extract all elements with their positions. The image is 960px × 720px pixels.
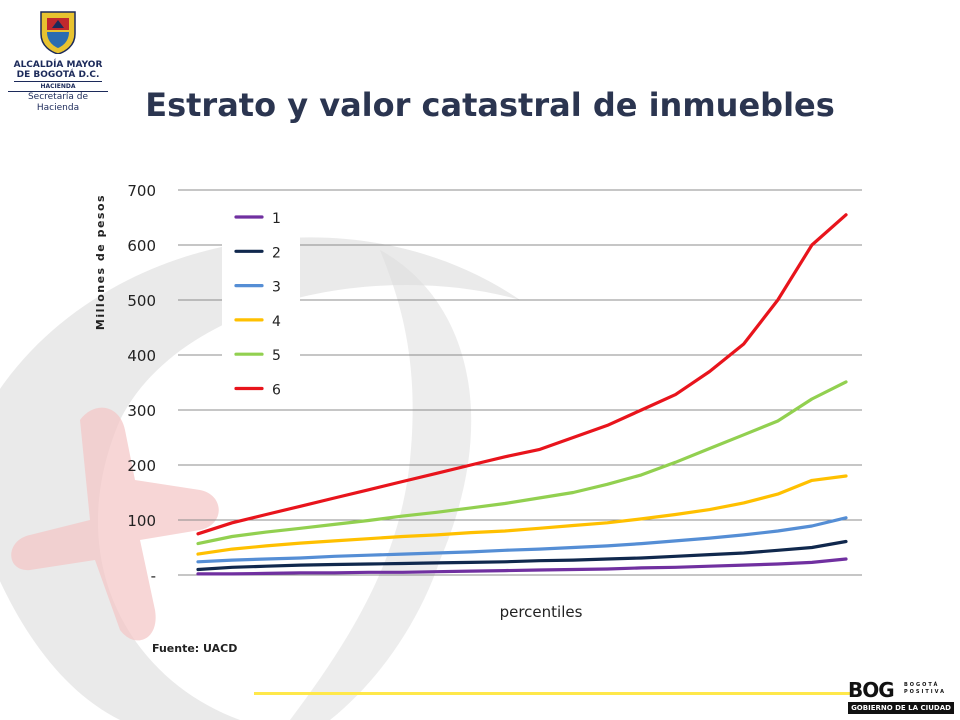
logo-line-2: DE BOGOTÁ D.C. [16, 70, 100, 80]
y-tick-label-300: 300 [127, 402, 156, 420]
legend-label-6: 6 [272, 383, 281, 399]
bog-logo-side-line2: POSITIVA [904, 689, 947, 695]
page-title: Estrato y valor catastral de inmuebles [145, 86, 835, 124]
series-line-2 [196, 539, 848, 572]
bogota-positiva-logo: BOG BOGOTÁ POSITIVA GOBIERNO DE LA CIUDA… [848, 676, 954, 716]
series-line-3 [196, 516, 848, 564]
series-line-4 [196, 474, 848, 556]
y-tick-label-500: 500 [127, 292, 156, 310]
bog-logo-bar: GOBIERNO DE LA CIUDAD [848, 702, 954, 714]
logo-line-4: Secretaría de Hacienda [8, 91, 108, 114]
y-tick-label-600: 600 [127, 237, 156, 255]
footer-accent-line [254, 692, 850, 695]
legend-label-4: 4 [272, 314, 281, 330]
y-tick-label-100: 100 [127, 512, 156, 530]
bog-logo-side-line1: BOGOTÁ [904, 682, 940, 688]
y-tick-label-0: - [151, 567, 156, 585]
legend-label-5: 5 [272, 348, 281, 364]
y-tick-label-700: 700 [127, 182, 156, 200]
legend-box [222, 200, 300, 404]
series-line-1 [196, 557, 848, 576]
y-axis-label: Millones de pesos [94, 194, 107, 330]
logo-line-1: ALCALDÍA MAYOR [13, 60, 103, 70]
source-note: Fuente: UACD [152, 642, 238, 655]
bog-logo-side: BOGOTÁ POSITIVA [904, 682, 946, 696]
background-pink-cross [11, 407, 219, 641]
legend-label-3: 3 [272, 280, 281, 296]
legend-label-2: 2 [272, 245, 281, 261]
alcaldia-logo: ALCALDÍA MAYOR DE BOGOTÁ D.C. HACIENDA S… [6, 8, 110, 114]
background-gray-swoosh [0, 237, 520, 720]
bog-logo-text: BOG [848, 678, 895, 702]
legend-label-1: 1 [272, 211, 281, 227]
background-gray-swoosh-right [290, 250, 472, 720]
logo-line-3: HACIENDA [14, 81, 102, 91]
series-line-6 [196, 213, 848, 536]
y-tick-label-400: 400 [127, 347, 156, 365]
series-line-5 [196, 380, 848, 546]
x-axis-label: percentiles [500, 603, 583, 621]
y-tick-label-200: 200 [127, 457, 156, 475]
coat-of-arms-icon [40, 11, 76, 55]
